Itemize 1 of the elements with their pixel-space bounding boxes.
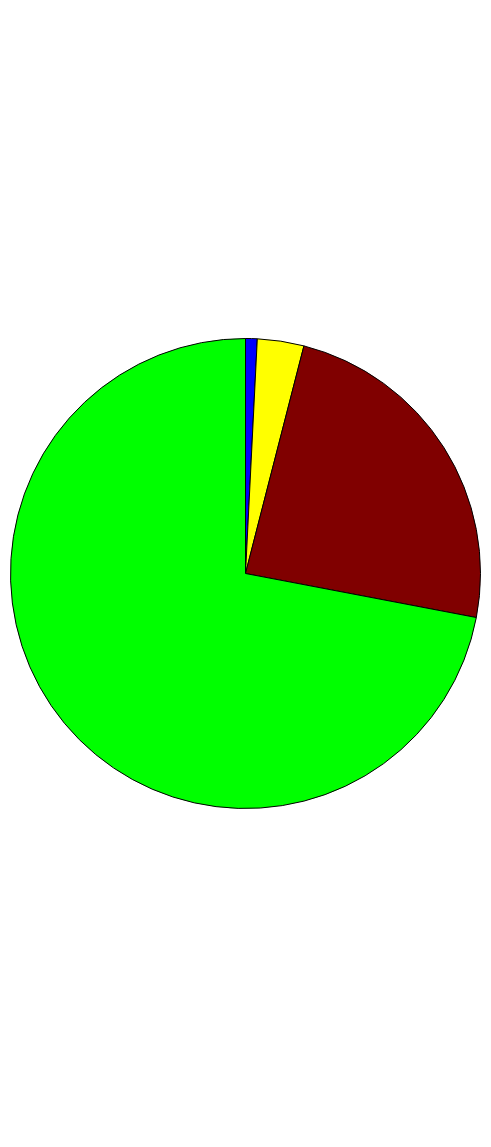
pie-slice bbox=[10, 338, 477, 809]
